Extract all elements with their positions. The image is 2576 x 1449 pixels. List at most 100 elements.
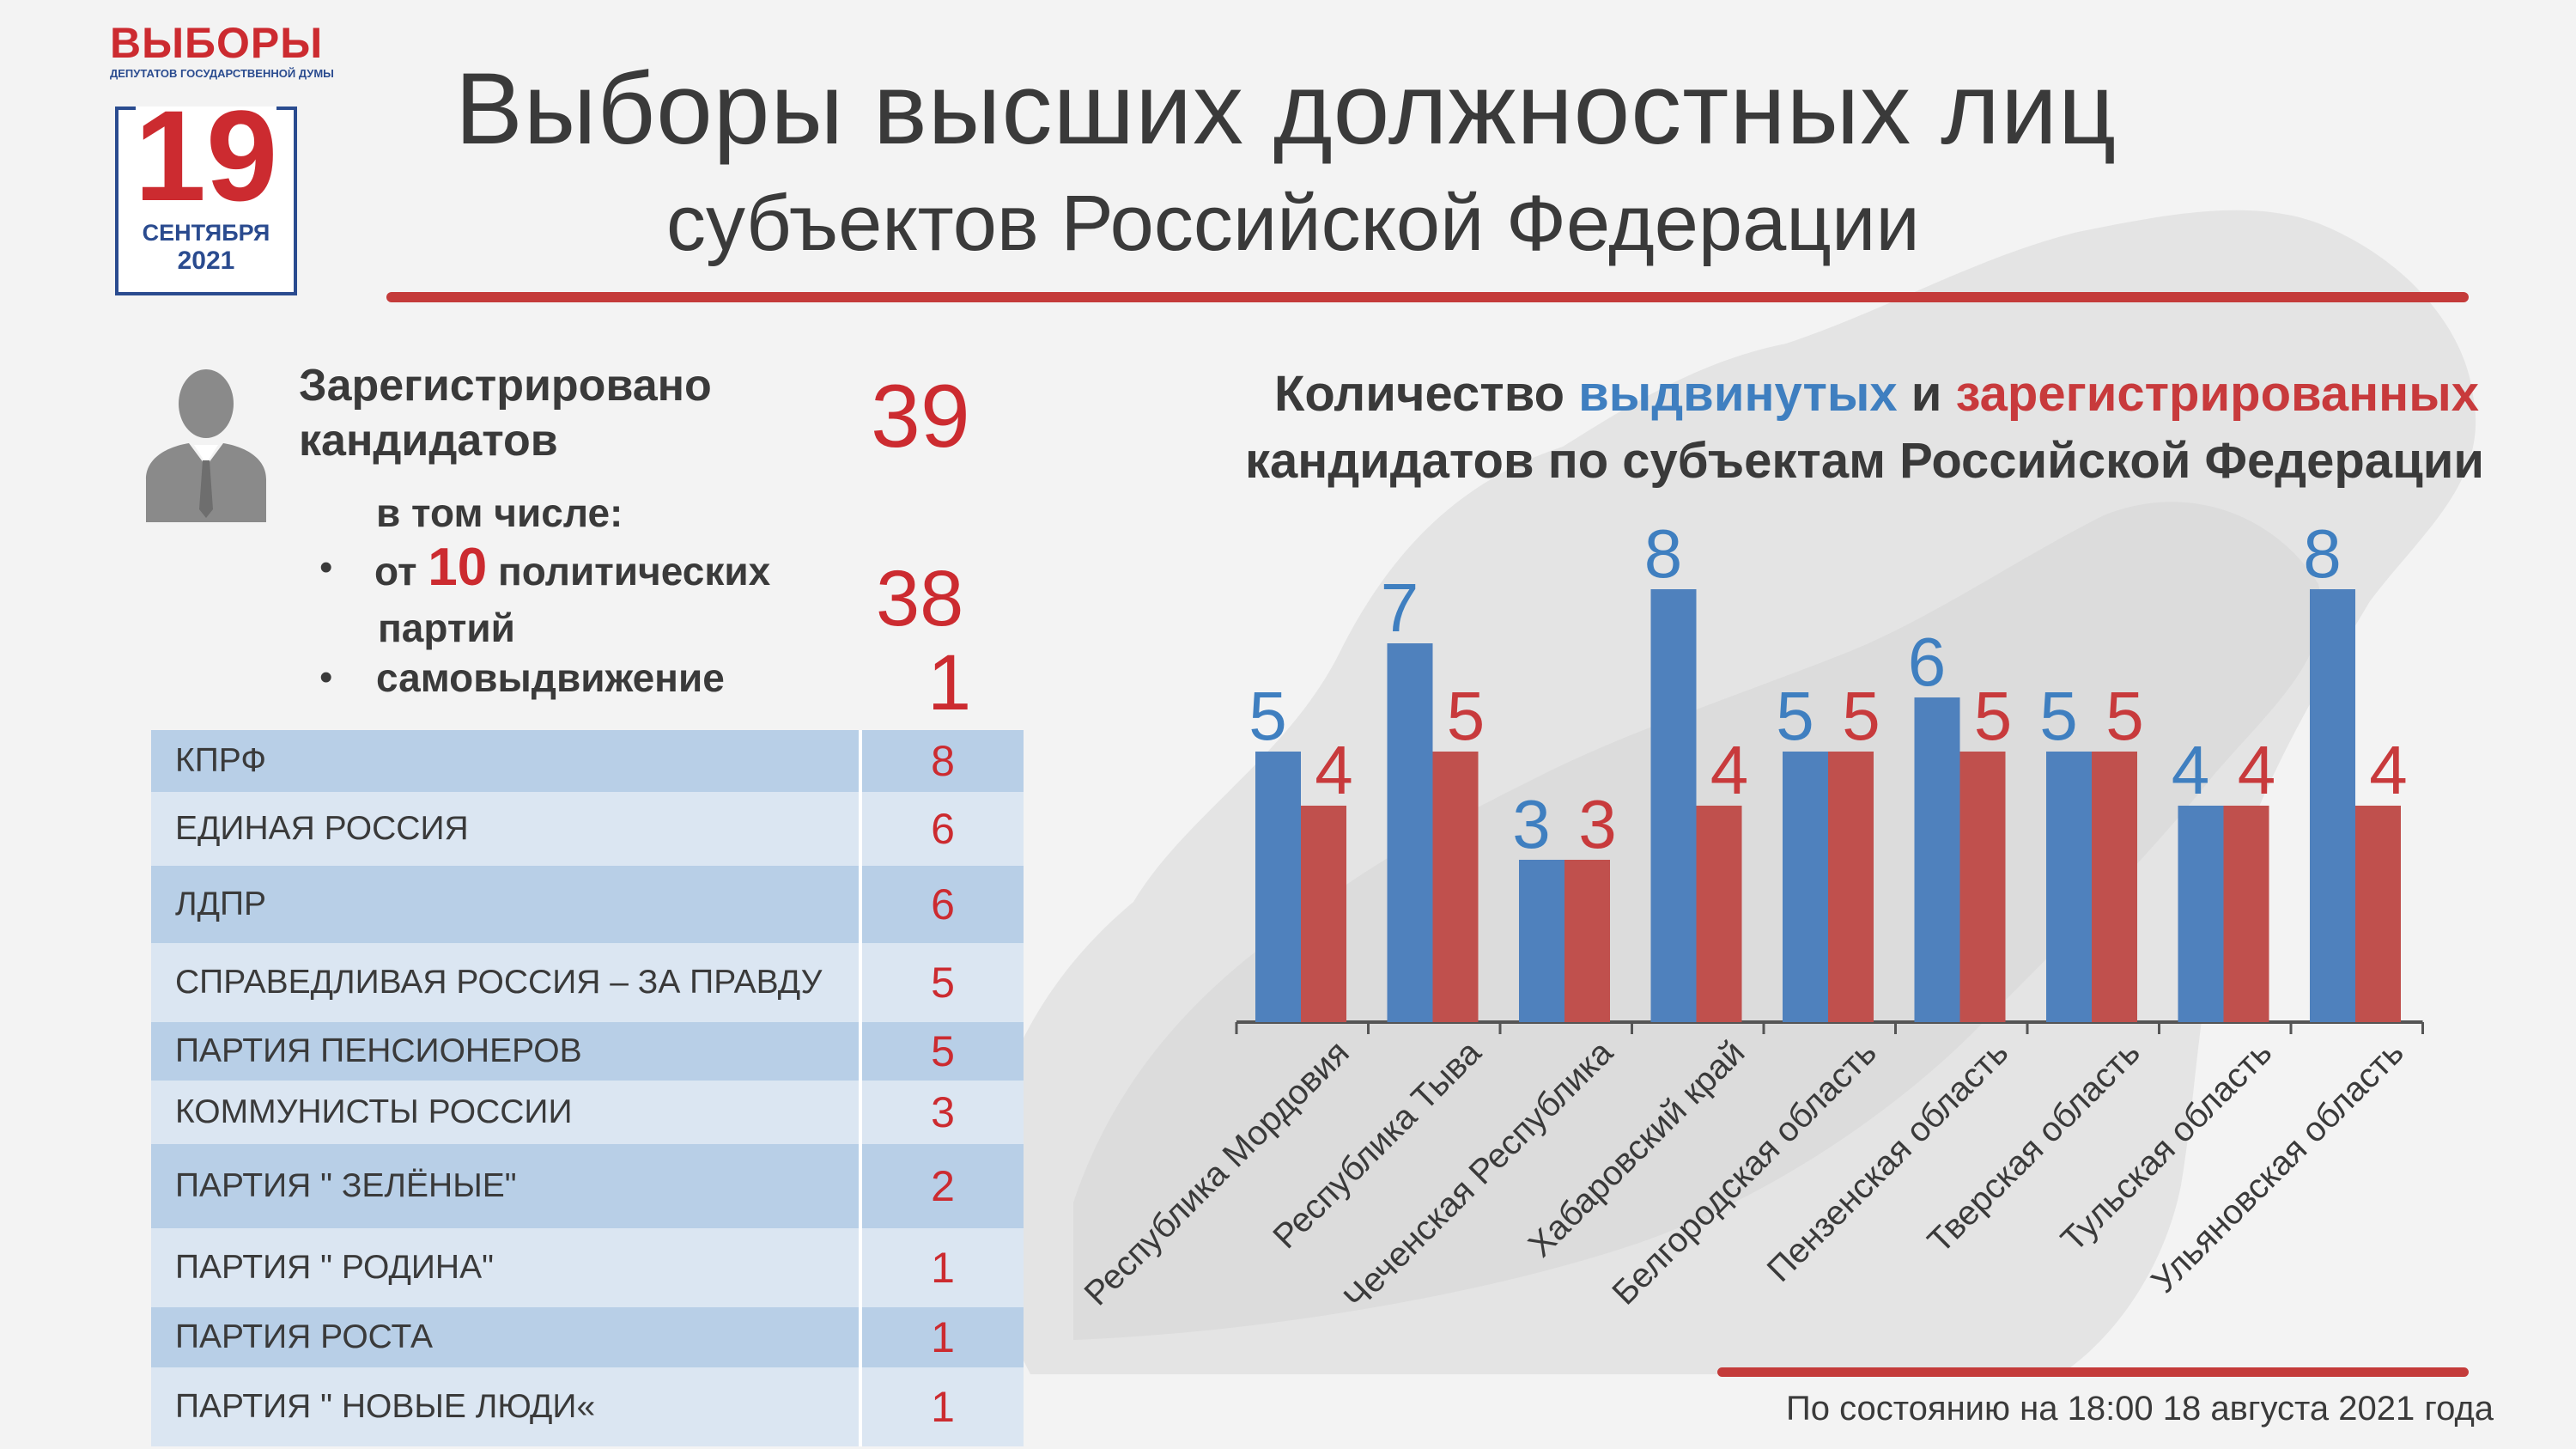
logo-day: 19 bbox=[134, 83, 278, 228]
chart-title-line2: кандидатов по субъектам Российской Федер… bbox=[1245, 433, 2485, 489]
table-row: ПАРТИЯ " ЗЕЛЁНЫЕ" 2 bbox=[151, 1144, 1024, 1228]
party-value: 1 bbox=[931, 1383, 955, 1431]
person-icon bbox=[146, 369, 266, 522]
table-row: КОММУНИСТЫ РОССИИ 3 bbox=[151, 1081, 1024, 1144]
parties-value: 38 bbox=[876, 555, 964, 642]
election-logo: ВЫБОРЫ ДЕПУТАТОВ ГОСУДАРСТВЕННОЙ ДУМЫ 19… bbox=[110, 19, 334, 302]
bar-nominated bbox=[1783, 752, 1828, 1022]
table-row: ПАРТИЯ ПЕНСИОНЕРОВ 5 bbox=[151, 1022, 1024, 1081]
title-divider bbox=[386, 292, 2469, 302]
x-tick-label: Ульяновская область bbox=[2144, 1033, 2411, 1300]
footer-timestamp: По состоянию на 18:00 18 августа 2021 го… bbox=[1786, 1390, 2494, 1428]
x-tick-label: Хабаровский край bbox=[1522, 1033, 1753, 1264]
parties-count: 10 bbox=[428, 538, 488, 597]
party-value: 8 bbox=[931, 737, 955, 785]
party-value: 1 bbox=[931, 1313, 955, 1361]
registered-label-2: кандидатов bbox=[299, 416, 558, 466]
bar-nominated bbox=[1650, 589, 1697, 1022]
parties-label: политических bbox=[498, 549, 771, 594]
data-label-registered: 5 bbox=[1842, 678, 1880, 754]
data-label-registered: 5 bbox=[2105, 678, 2144, 754]
table-row: ПАРТИЯ " НОВЫЕ ЛЮДИ« 1 bbox=[151, 1367, 1024, 1446]
parties-label-2: партий bbox=[378, 606, 515, 650]
chart-title-registered: зарегистрированных bbox=[1955, 366, 2480, 422]
bar-registered bbox=[1301, 806, 1346, 1022]
bullet-dot: • bbox=[319, 656, 333, 698]
bar-nominated bbox=[1387, 643, 1433, 1022]
table-row: ПАРТИЯ РОСТА 1 bbox=[151, 1307, 1024, 1367]
parties-line: от 10 политических bbox=[374, 541, 770, 598]
data-label-nominated: 5 bbox=[2039, 678, 2078, 754]
table-row: СПРАВЕДЛИВАЯ РОССИЯ – ЗА ПРАВДУ 5 bbox=[151, 943, 1024, 1022]
bar-registered bbox=[2223, 806, 2269, 1022]
self-nomination-value: 1 bbox=[927, 639, 972, 727]
party-name: ПАРТИЯ " НОВЫЕ ЛЮДИ« bbox=[151, 1367, 862, 1446]
data-label-registered: 4 bbox=[2369, 732, 2408, 808]
chart-title-and: и bbox=[1911, 366, 1942, 422]
data-label-registered: 3 bbox=[1578, 786, 1617, 862]
logo-title: ВЫБОРЫ bbox=[110, 19, 324, 67]
from-prefix: от bbox=[374, 549, 417, 594]
party-value: 5 bbox=[931, 1027, 955, 1075]
party-value: 2 bbox=[931, 1162, 955, 1210]
data-label-registered: 4 bbox=[1710, 732, 1749, 808]
table-row: КПРФ 8 bbox=[151, 730, 1024, 792]
self-nomination-label: самовыдвижение bbox=[376, 655, 725, 700]
bar-nominated bbox=[1255, 752, 1301, 1022]
data-label-registered: 4 bbox=[1315, 732, 1353, 808]
data-label-nominated: 3 bbox=[1512, 786, 1551, 862]
bar-nominated bbox=[2046, 752, 2092, 1022]
chart-title-part1: Количество bbox=[1274, 366, 1565, 422]
chart-title-nominated: выдвинутых bbox=[1578, 366, 1898, 422]
party-name: ПАРТИЯ " ЗЕЛЁНЫЕ" bbox=[151, 1144, 862, 1228]
data-label-nominated: 5 bbox=[1249, 678, 1287, 754]
table-row: ЛДПР 6 bbox=[151, 866, 1024, 943]
data-label-nominated: 7 bbox=[1381, 569, 1419, 646]
party-name: ПАРТИЯ РОСТА bbox=[151, 1307, 862, 1367]
data-label-registered: 4 bbox=[2238, 732, 2276, 808]
party-value: 1 bbox=[931, 1244, 955, 1292]
data-label-registered: 5 bbox=[1447, 678, 1485, 754]
chart-title: Количество выдвинутых и зарегистрированн… bbox=[1245, 361, 2484, 495]
page-subtitle: субъектов Российской Федерации bbox=[666, 180, 1920, 267]
including-label: в том числе: bbox=[376, 490, 623, 535]
bar-registered bbox=[1432, 752, 1479, 1022]
data-label-nominated: 5 bbox=[1776, 678, 1814, 754]
party-name: ПАРТИЯ ПЕНСИОНЕРОВ bbox=[151, 1022, 862, 1081]
x-tick-label: Республика Мордовия bbox=[1078, 1033, 1357, 1312]
bar-nominated bbox=[2178, 806, 2224, 1022]
party-name: ПАРТИЯ " РОДИНА" bbox=[151, 1228, 862, 1307]
party-table: КПРФ 8 ЕДИНАЯ РОССИЯ 6 ЛДПР 6 СПРАВЕДЛИВ… bbox=[151, 730, 1024, 1446]
party-name: СПРАВЕДЛИВАЯ РОССИЯ – ЗА ПРАВДУ bbox=[151, 943, 862, 1022]
x-tick-label: Белгородская область bbox=[1605, 1033, 1884, 1312]
logo-year: 2021 bbox=[177, 247, 235, 275]
data-label-nominated: 6 bbox=[1908, 624, 1947, 700]
party-name: КОММУНИСТЫ РОССИИ bbox=[151, 1081, 862, 1144]
party-name: КПРФ bbox=[151, 730, 862, 792]
data-label-registered: 5 bbox=[1974, 678, 2013, 754]
table-row: ЕДИНАЯ РОССИЯ 6 bbox=[151, 792, 1024, 866]
bar-nominated bbox=[1519, 860, 1564, 1022]
logo-ballot-box: 19 СЕНТЯБРЯ 2021 bbox=[115, 91, 297, 295]
bar-registered bbox=[1959, 752, 2006, 1022]
party-name: ЕДИНАЯ РОССИЯ bbox=[151, 792, 862, 866]
party-value: 5 bbox=[931, 959, 955, 1007]
bar-registered bbox=[2092, 752, 2137, 1022]
x-tick-label: Чеченская Республика bbox=[1337, 1033, 1621, 1318]
party-value: 6 bbox=[931, 880, 955, 928]
page-title: Выборы высших должностных лиц bbox=[455, 52, 2117, 166]
registered-label: Зарегистрировано bbox=[299, 361, 712, 411]
bar-registered bbox=[2355, 806, 2401, 1022]
bar-registered bbox=[1696, 806, 1742, 1022]
party-value: 6 bbox=[931, 805, 955, 853]
bullet-dot: • bbox=[319, 546, 333, 588]
footer-divider bbox=[1717, 1367, 2469, 1377]
bar-nominated bbox=[1914, 697, 1960, 1022]
data-label-nominated: 4 bbox=[2172, 732, 2210, 808]
bar-registered bbox=[1564, 860, 1610, 1022]
logo-subtitle: ДЕПУТАТОВ ГОСУДАРСТВЕННОЙ ДУМЫ bbox=[110, 67, 334, 80]
bar-registered bbox=[1828, 752, 1874, 1022]
data-label-nominated: 8 bbox=[2303, 515, 2342, 592]
party-value: 3 bbox=[931, 1088, 955, 1136]
